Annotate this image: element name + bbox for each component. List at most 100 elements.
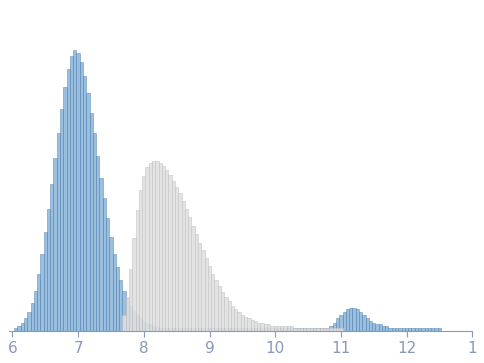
Bar [316,327,319,331]
Bar [319,327,323,331]
Bar [244,317,247,331]
Bar [339,327,343,331]
Bar [165,327,168,331]
Bar [14,327,17,331]
Bar [159,327,162,331]
Bar [149,163,152,331]
Bar [30,303,34,331]
Bar [273,326,277,331]
Bar [152,161,155,331]
Bar [47,209,50,331]
Bar [192,327,195,331]
Bar [378,325,382,331]
Bar [395,327,398,331]
Bar [323,327,326,331]
Bar [129,306,132,331]
Bar [146,323,149,331]
Bar [21,323,24,331]
Bar [365,318,369,331]
Bar [211,327,214,331]
Bar [372,323,376,331]
Bar [415,327,418,331]
Bar [63,87,67,331]
Bar [34,290,37,331]
Bar [352,307,356,331]
Bar [116,268,119,331]
Bar [336,318,339,331]
Bar [398,327,402,331]
Bar [83,76,86,331]
Bar [369,321,372,331]
Bar [109,237,113,331]
Bar [44,232,47,331]
Bar [185,327,188,331]
Bar [293,327,297,331]
Bar [168,175,172,331]
Bar [273,327,277,331]
Bar [257,327,260,331]
Bar [267,325,270,331]
Bar [100,178,103,331]
Bar [346,309,349,331]
Bar [227,327,231,331]
Bar [280,326,284,331]
Bar [175,327,178,331]
Bar [159,163,162,331]
Bar [277,327,280,331]
Bar [146,167,149,331]
Bar [139,190,142,331]
Bar [287,327,290,331]
Bar [172,181,175,331]
Bar [132,311,136,331]
Bar [205,327,208,331]
Bar [218,327,221,331]
Bar [27,312,30,331]
Bar [152,326,155,331]
Bar [339,315,343,331]
Bar [424,327,428,331]
Bar [122,290,126,331]
Bar [70,56,73,331]
Bar [214,280,218,331]
Bar [336,327,339,331]
Bar [198,327,201,331]
Bar [165,170,168,331]
Bar [326,327,330,331]
Bar [90,113,93,331]
Bar [73,50,76,331]
Bar [257,323,260,331]
Bar [300,327,303,331]
Bar [287,326,290,331]
Bar [405,327,408,331]
Bar [333,327,336,331]
Bar [428,327,431,331]
Bar [201,327,205,331]
Bar [50,184,54,331]
Bar [313,327,316,331]
Bar [198,243,201,331]
Bar [303,327,306,331]
Bar [37,274,40,331]
Bar [264,327,267,331]
Bar [188,217,192,331]
Bar [392,327,395,331]
Bar [80,62,83,331]
Bar [238,312,241,331]
Bar [241,327,244,331]
Bar [402,327,405,331]
Bar [284,326,287,331]
Bar [251,327,254,331]
Bar [284,327,287,331]
Bar [359,312,362,331]
Bar [155,326,159,331]
Bar [142,176,146,331]
Bar [139,318,142,331]
Bar [343,312,346,331]
Bar [60,109,63,331]
Bar [103,198,106,331]
Bar [260,323,264,331]
Bar [211,274,214,331]
Bar [122,315,126,331]
Bar [438,327,441,331]
Bar [155,161,159,331]
